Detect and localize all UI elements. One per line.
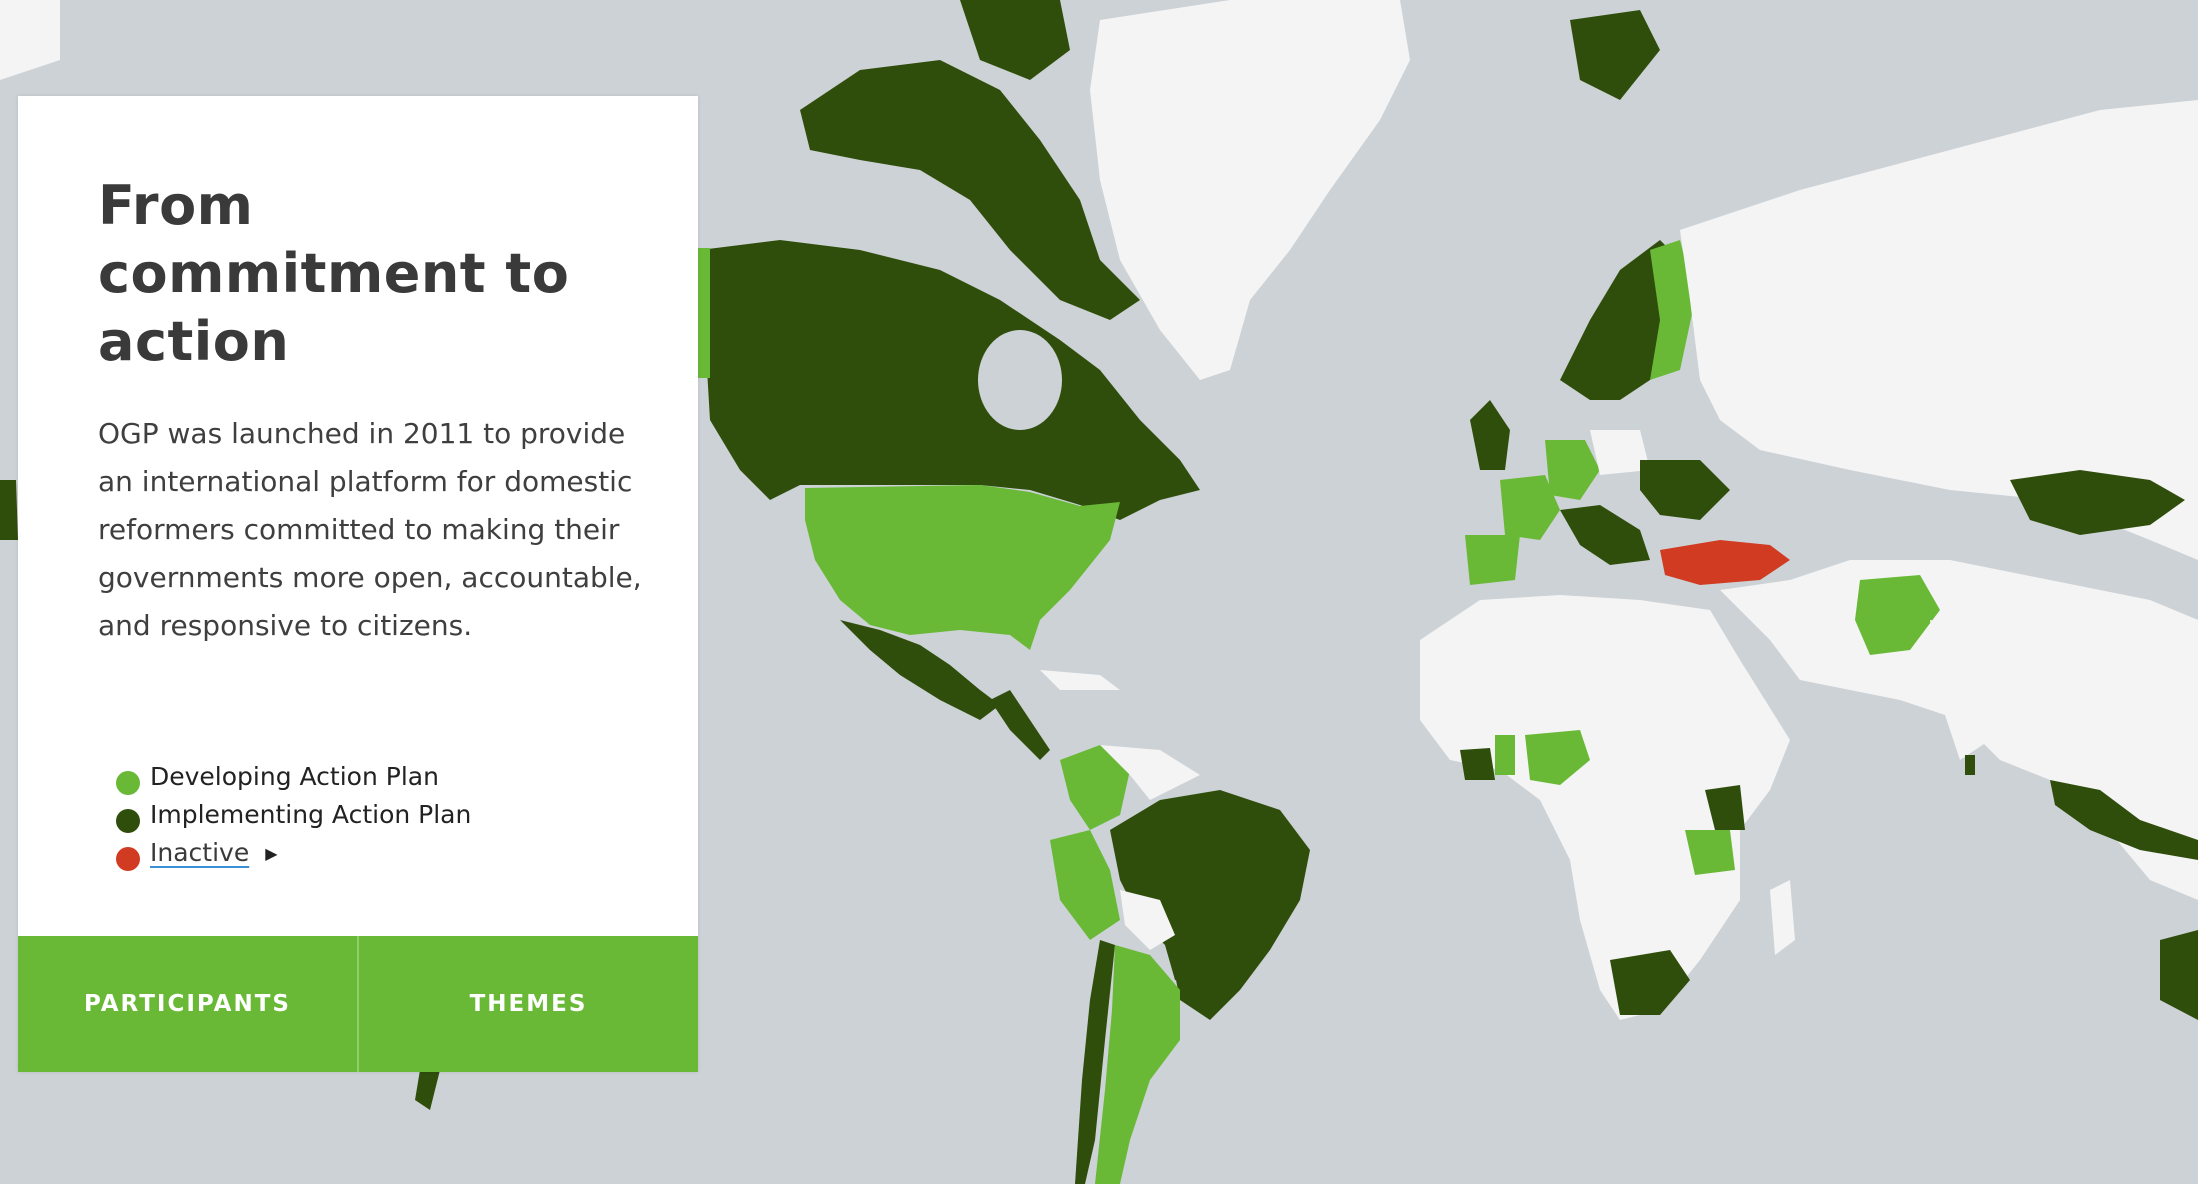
- bolivia: [1120, 890, 1175, 950]
- uk-ireland: [1470, 400, 1510, 470]
- russia: [1680, 100, 2198, 560]
- hudson-bay: [978, 330, 1062, 430]
- central-america: [990, 690, 1050, 760]
- finland: [1650, 240, 1695, 380]
- africa: [1420, 595, 1790, 1020]
- ghana: [1495, 735, 1515, 775]
- poland: [1590, 430, 1650, 475]
- indonesia: [2050, 780, 2198, 860]
- svalbard: [1570, 10, 1660, 100]
- cote-divoire-ghana: [1460, 748, 1495, 780]
- arctic-left: [0, 0, 60, 80]
- paraguay: [1165, 945, 1200, 985]
- chile: [1075, 940, 1115, 1184]
- colombia: [1060, 745, 1130, 830]
- argentina: [1095, 945, 1180, 1184]
- brazil: [1110, 790, 1310, 1020]
- usa: [805, 485, 1120, 650]
- developing-dot-icon: [116, 771, 140, 795]
- afghanistan-pakistan: [1855, 575, 1940, 655]
- legend-label-implementing: Implementing Action Plan: [150, 800, 472, 829]
- venezuela: [1100, 745, 1200, 800]
- cuba: [1040, 670, 1120, 690]
- germany-central-europe: [1545, 440, 1600, 500]
- canada: [700, 240, 1200, 520]
- south-africa: [1610, 950, 1690, 1015]
- legend-link-inactive[interactable]: Inactive: [150, 838, 250, 867]
- france: [1500, 475, 1560, 540]
- map-legend: Developing Action Plan Implementing Acti…: [98, 758, 471, 872]
- panel-tabs: PARTICIPANTS THEMES: [18, 936, 698, 1072]
- intro-panel: From commitment to action OGP was launch…: [18, 96, 698, 1072]
- legend-item-developing: Developing Action Plan: [98, 758, 471, 796]
- mongolia: [2010, 470, 2185, 535]
- legend-item-inactive[interactable]: Inactive ▶: [98, 834, 471, 872]
- tab-participants[interactable]: PARTICIPANTS: [84, 991, 291, 1017]
- turkey: [1660, 540, 1790, 585]
- left-edge-land: [0, 480, 18, 540]
- implementing-dot-icon: [116, 809, 140, 833]
- legend-label-developing: Developing Action Plan: [150, 762, 439, 791]
- spain-portugal: [1465, 535, 1520, 585]
- arctic-islands: [800, 60, 1140, 320]
- middle-east-asia: [1720, 560, 2198, 900]
- panel-description: OGP was launched in 2011 to provide an i…: [98, 417, 642, 642]
- arctic-island-2: [960, 0, 1070, 80]
- panel-content: From commitment to action OGP was launch…: [98, 172, 658, 650]
- mexico: [840, 620, 1000, 720]
- australia-edge: [2160, 930, 2198, 1020]
- alaska-edge: [698, 248, 710, 378]
- madagascar: [1770, 880, 1795, 955]
- legend-item-implementing: Implementing Action Plan: [98, 796, 471, 834]
- italy-balkans: [1560, 505, 1650, 565]
- nigeria: [1525, 730, 1590, 785]
- sri-lanka: [1965, 755, 1975, 775]
- panel-title: From commitment to action: [98, 174, 570, 373]
- tanzania: [1685, 830, 1735, 875]
- greenland: [1090, 0, 1410, 380]
- kenya: [1705, 785, 1745, 830]
- new-zealand-edge: [415, 1070, 440, 1110]
- play-arrow-icon[interactable]: ▶: [265, 844, 278, 863]
- inactive-dot-icon: [116, 847, 140, 871]
- tab-themes[interactable]: THEMES: [357, 936, 698, 1072]
- india: [1930, 620, 2020, 760]
- ukraine: [1640, 460, 1730, 520]
- norway-sweden: [1560, 240, 1680, 400]
- peru: [1050, 830, 1120, 940]
